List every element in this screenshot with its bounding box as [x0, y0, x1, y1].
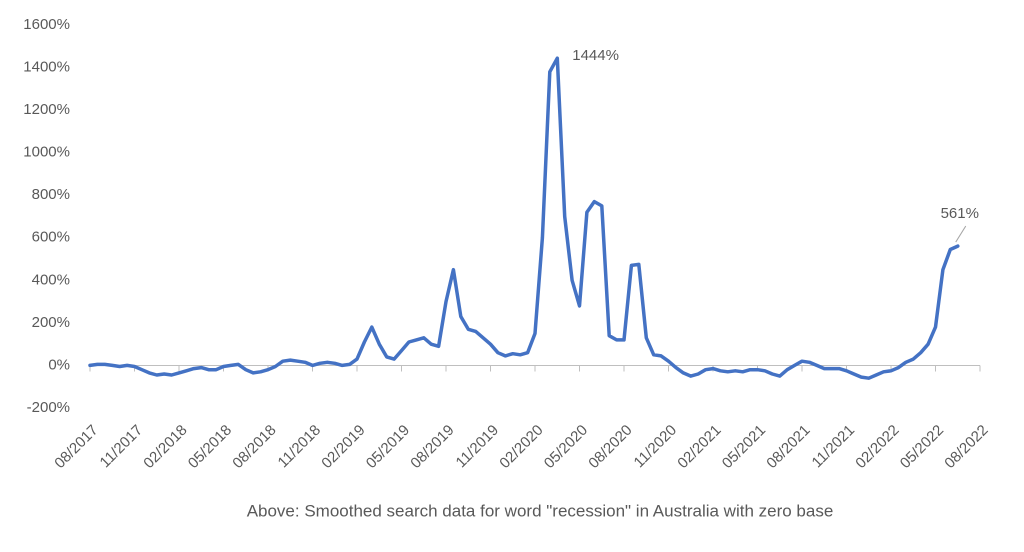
y-tick-label: 1200%	[23, 101, 70, 118]
x-tick-label: 05/2022	[897, 422, 947, 472]
x-tick-label: 08/2022	[941, 422, 991, 472]
x-tick-label: 08/2018	[229, 422, 279, 472]
x-tick-label: 05/2019	[363, 422, 413, 472]
x-tick-label: 02/2019	[318, 422, 368, 472]
x-tick-label: 08/2017	[51, 422, 101, 472]
x-tick-label: 05/2021	[719, 422, 769, 472]
x-tick-label: 02/2022	[852, 422, 902, 472]
y-tick-label: 0%	[48, 356, 70, 373]
x-tick-label: 11/2017	[97, 422, 147, 472]
x-tick-label: 08/2019	[407, 422, 457, 472]
x-tick-label: 11/2020	[631, 422, 681, 472]
x-tick-label: 11/2019	[453, 422, 503, 472]
data-label: 561%	[941, 205, 979, 222]
x-tick-label: 02/2021	[674, 422, 724, 472]
y-tick-label: 400%	[32, 271, 70, 288]
x-tick-label: 02/2020	[496, 422, 546, 472]
x-tick-label: 05/2018	[185, 422, 235, 472]
y-tick-label: 600%	[32, 229, 70, 246]
y-tick-label: 1400%	[23, 59, 70, 76]
x-tick-label: 05/2020	[541, 422, 591, 472]
caption: Above: Smoothed search data for word "re…	[247, 501, 834, 520]
label-leader	[955, 225, 967, 243]
x-tick-label: 11/2021	[809, 422, 859, 472]
y-tick-label: 1600%	[23, 16, 70, 33]
y-tick-label: -200%	[27, 399, 70, 416]
x-tick-label: 08/2021	[763, 422, 813, 472]
x-tick-label: 11/2018	[275, 422, 325, 472]
y-tick-label: 200%	[32, 314, 70, 331]
x-tick-label: 08/2020	[585, 422, 635, 472]
series-line	[88, 56, 960, 380]
data-label: 1444%	[572, 47, 619, 64]
y-tick-label: 800%	[32, 186, 70, 203]
y-tick-label: 1000%	[23, 144, 70, 161]
x-tick-label: 02/2018	[140, 422, 190, 472]
